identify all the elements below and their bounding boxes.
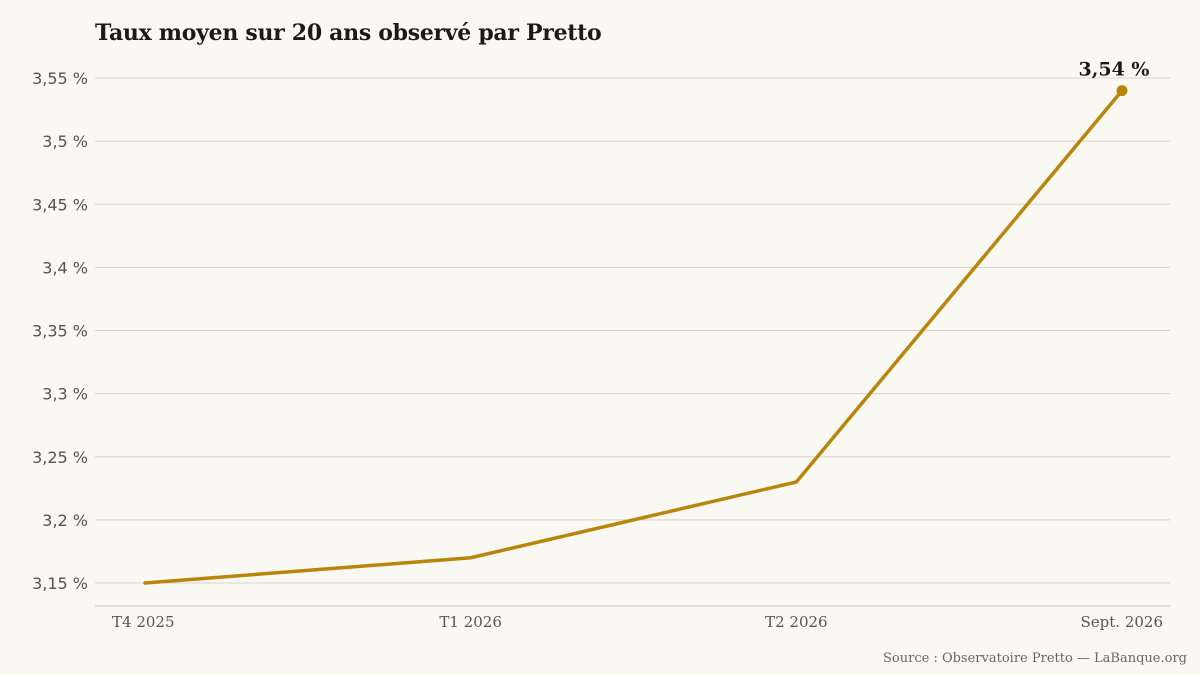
grid-lines xyxy=(95,77,1170,584)
chart-title: Taux moyen sur 20 ans observé par Pretto xyxy=(95,20,602,46)
data-label: 3,54 % xyxy=(1079,59,1150,81)
y-tick-label: 3,3 % xyxy=(42,385,88,404)
y-tick-label: 3,5 % xyxy=(42,132,88,151)
y-axis: 3,15 % 3,2 % 3,25 % 3,3 % 3,35 % 3,4 % 3,45 % 3… xyxy=(32,69,88,593)
x-tick-label: T1 2026 xyxy=(439,613,502,631)
x-tick-label: Sept. 2026 xyxy=(1081,613,1164,631)
y-tick-label: 3,2 % xyxy=(42,511,88,530)
annotations: 3,54 % xyxy=(1079,59,1150,97)
y-tick-label: 3,35 % xyxy=(32,322,88,341)
series-group xyxy=(143,88,1124,585)
y-tick-label: 3,45 % xyxy=(32,195,88,214)
source-note: Source : Observatoire Pretto — LaBanque.… xyxy=(883,651,1187,666)
x-tick-label: T2 2026 xyxy=(765,613,828,631)
y-tick-label: 3,55 % xyxy=(32,69,88,88)
x-tick-label: T4 2025 xyxy=(112,613,175,631)
end-point-marker xyxy=(1116,85,1128,97)
x-axis: T4 2025 T1 2026 T2 2026 Sept. 2026 xyxy=(95,605,1170,631)
y-tick-label: 3,15 % xyxy=(32,574,88,593)
y-tick-label: 3,25 % xyxy=(32,448,88,467)
series-line xyxy=(143,88,1124,585)
y-tick-label: 3,4 % xyxy=(42,258,88,277)
